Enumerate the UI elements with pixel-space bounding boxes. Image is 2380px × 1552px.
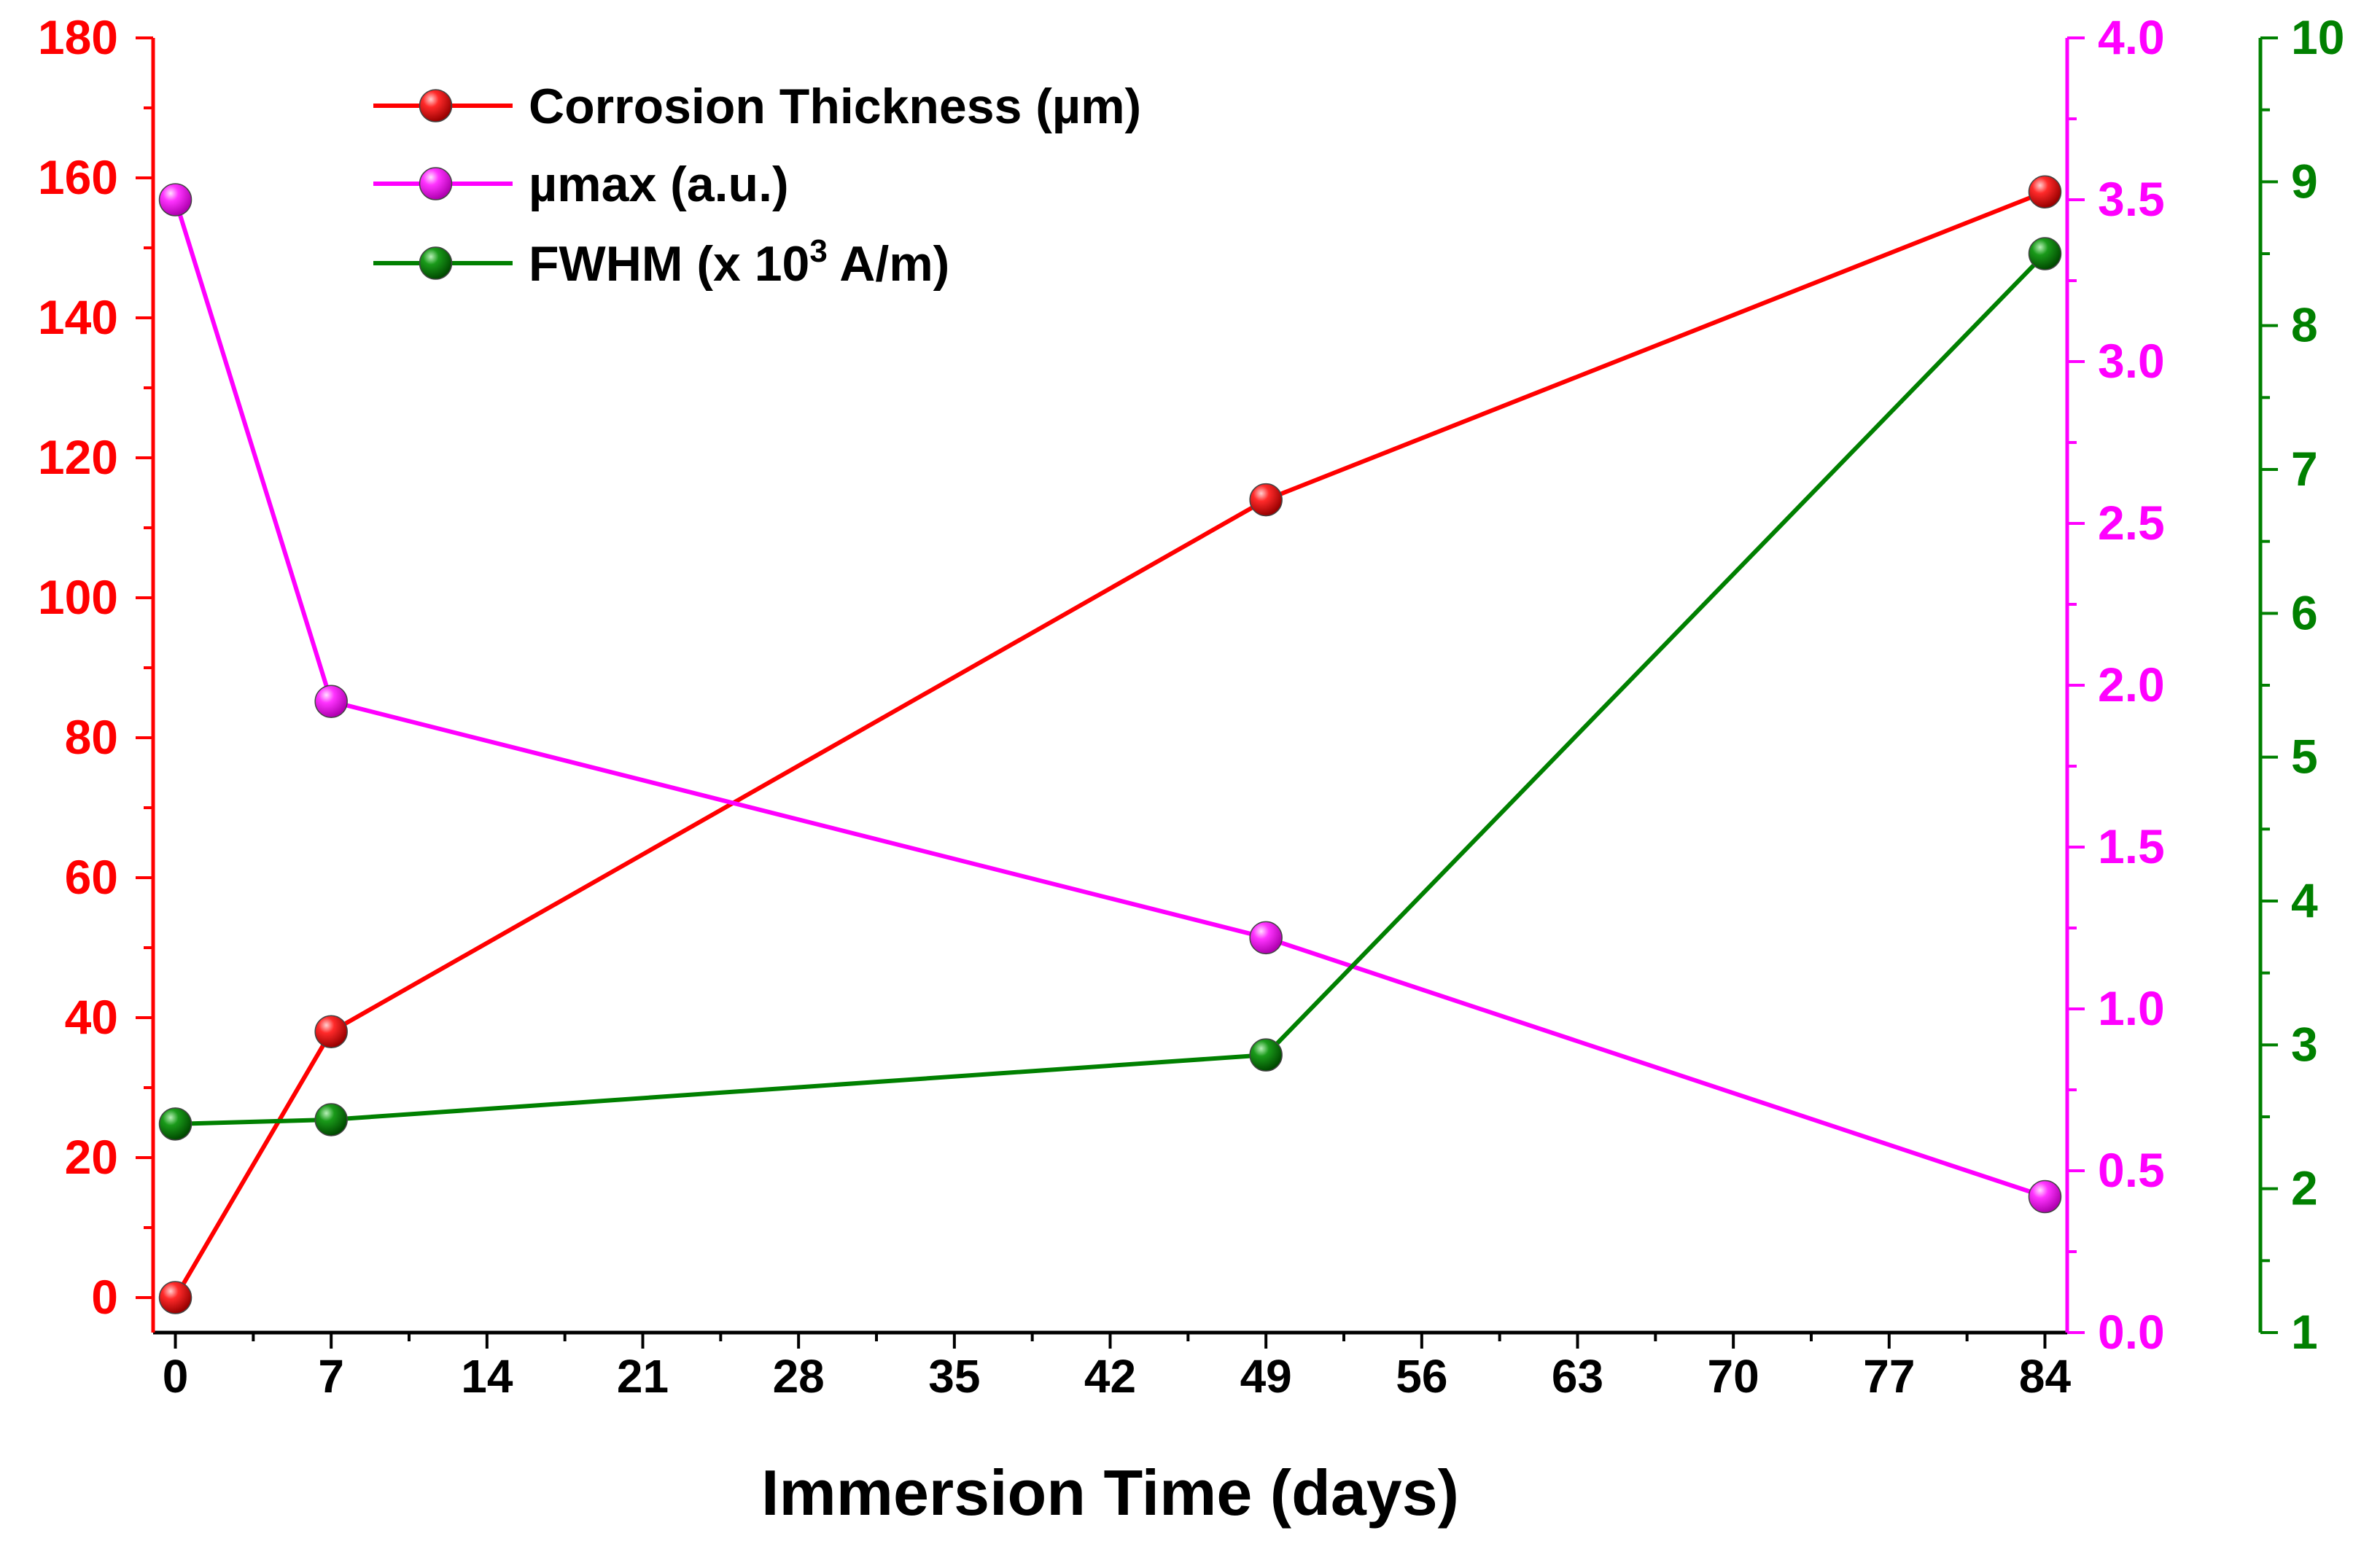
y-right1-tick-label: 1.0 (2098, 981, 2165, 1035)
legend-label: µmax (a.u.) (529, 157, 789, 212)
y-right2-tick-label: 7 (2291, 442, 2318, 496)
chart-legend: Corrosion Thickness (µm) µmax (a.u.) FWHM … (373, 79, 1141, 292)
y-left-tick-label: 60 (65, 850, 118, 904)
x-tick-label: 35 (928, 1350, 980, 1403)
series-1-line (173, 190, 2046, 1299)
series-3-point (314, 1103, 348, 1136)
x-tick-label: 56 (1396, 1350, 1447, 1403)
x-tick-label: 14 (461, 1350, 513, 1403)
y-right1-tick-label: 3.0 (2098, 334, 2165, 388)
y-right2-tick-label: 6 (2291, 585, 2318, 639)
legend-label: FWHM (x 103 A/m) (529, 233, 949, 292)
legend-label: Corrosion Thickness (µm) (529, 79, 1141, 134)
y-right1-tick-label: 3.5 (2098, 172, 2165, 226)
x-axis-title: Immersion Time (days) (761, 1457, 1459, 1529)
series-1-point (1249, 483, 1283, 517)
y-right2-tick-label: 4 (2291, 873, 2318, 927)
y-left-tick-label: 160 (38, 150, 118, 204)
series-3-point (158, 1107, 192, 1141)
series-3-point (2028, 237, 2062, 270)
y-left-tick-label: 140 (38, 290, 118, 344)
x-tick-label: 77 (1863, 1350, 1915, 1403)
x-tick-label: 42 (1084, 1350, 1136, 1403)
legend-swatch-marker (419, 89, 453, 122)
series-3-line (175, 251, 2047, 1126)
series-2-point (158, 183, 192, 217)
y-right2-tick-label: 8 (2291, 298, 2318, 352)
x-tick-label: 63 (1552, 1350, 1603, 1403)
series-layer (158, 175, 2062, 1314)
y-right2-tick-label: 1 (2291, 1305, 2318, 1359)
series-1-point (314, 1015, 348, 1048)
series-3-point (1249, 1038, 1283, 1072)
y-right2-tick-label: 2 (2291, 1161, 2318, 1215)
y-right1-tick-label: 0.0 (2098, 1305, 2165, 1359)
x-tick-label: 28 (773, 1350, 825, 1403)
series-2-point (314, 685, 348, 718)
series-1-point (2028, 175, 2062, 208)
y-right2-tick-label: 3 (2291, 1017, 2318, 1071)
y-right1-tick-label: 0.5 (2098, 1143, 2165, 1197)
legend-swatch-marker (419, 167, 453, 200)
y-left-tick-label: 120 (38, 430, 118, 484)
series-2-line (173, 199, 2046, 1199)
x-tick-label: 84 (2019, 1350, 2072, 1403)
series-2-point (1249, 921, 1283, 955)
y-left-tick-label: 0 (91, 1270, 118, 1324)
x-tick-label: 21 (617, 1350, 669, 1403)
x-tick-label: 7 (318, 1350, 344, 1403)
series-2-point (2028, 1179, 2062, 1214)
y-right1-tick-label: 4.0 (2098, 10, 2165, 64)
x-tick-label: 70 (1708, 1350, 1759, 1403)
y-left-tick-label: 40 (65, 990, 118, 1044)
y-right1-tick-label: 2.0 (2098, 658, 2165, 711)
y-right1-tick-label: 1.5 (2098, 819, 2165, 873)
y-left-tick-label: 80 (65, 710, 118, 764)
series-1-point (158, 1281, 192, 1314)
y-right1-tick-label: 2.5 (2098, 496, 2165, 550)
y-left-tick-label: 180 (38, 10, 118, 64)
y-right2-tick-label: 9 (2291, 154, 2318, 208)
y-right2-tick-label: 5 (2291, 730, 2318, 784)
x-tick-label: 49 (1240, 1350, 1292, 1403)
y-left-tick-label: 100 (38, 570, 118, 624)
y-right2-tick-label: 10 (2291, 10, 2344, 64)
legend-swatch-marker (419, 246, 453, 280)
x-tick-label: 0 (163, 1350, 189, 1403)
y-left-tick-label: 20 (65, 1130, 118, 1184)
